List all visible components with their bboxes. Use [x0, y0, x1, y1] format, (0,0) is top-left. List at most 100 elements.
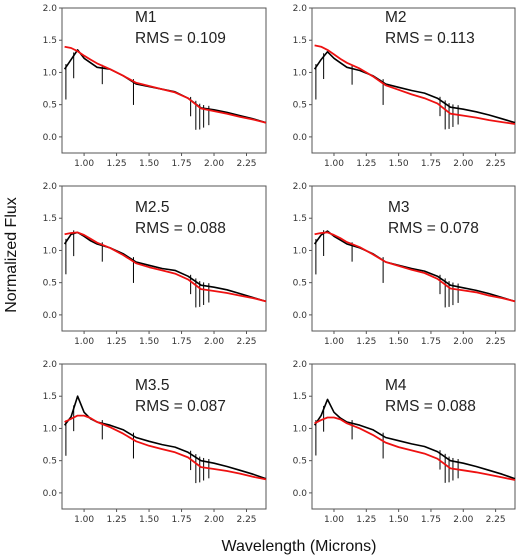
x-tick-label: 2.25 [486, 159, 506, 169]
y-tick-label: 0.0 [293, 133, 308, 143]
x-tick-label: 1.25 [356, 337, 376, 347]
spectral-type-label: M3 [388, 199, 410, 216]
x-tick-label: 2.00 [204, 515, 224, 525]
x-tick-label: 1.75 [172, 337, 192, 347]
x-tick-label: 1.00 [324, 337, 344, 347]
x-axis-label: Wavelength (Microns) [221, 538, 376, 555]
x-tick-label: 1.50 [389, 159, 409, 169]
y-tick-label: 1.0 [293, 246, 308, 256]
y-tick-label: 2.0 [43, 182, 58, 192]
rms-label: RMS = 0.109 [135, 30, 226, 47]
axes-frame [311, 185, 516, 332]
y-tick-label: 0.0 [43, 489, 58, 499]
model-spectrum-line [314, 44, 516, 125]
x-tick-label: 1.00 [324, 159, 344, 169]
y-tick-label: 1.0 [43, 424, 58, 434]
x-tick-label: 1.00 [74, 515, 94, 525]
x-tick-label: 2.25 [486, 515, 506, 525]
spectral-type-label: M2.5 [135, 199, 169, 216]
y-tick-label: 0.5 [293, 101, 307, 111]
x-tick-label: 1.25 [356, 159, 376, 169]
model-spectrum-line [64, 414, 267, 481]
y-tick-label: 2.0 [293, 4, 308, 14]
panel-m2: 0.0 0.5 1.0 1.5 2.0 1.00 1.25 1.50 1.75 2.00 2.25 M… [293, 4, 516, 169]
model-spectrum-line [64, 45, 267, 124]
axes-frame [61, 363, 267, 510]
y-tick-label: 0.5 [43, 101, 57, 111]
y-tick-label: 0.5 [43, 279, 57, 289]
x-tick-label: 2.00 [204, 159, 224, 169]
spectral-type-label: M4 [385, 377, 407, 394]
x-tick-label: 1.50 [139, 515, 159, 525]
x-tick-label: 2.25 [236, 515, 256, 525]
y-tick-label: 1.5 [43, 214, 57, 224]
y-tick-label: 1.0 [43, 246, 58, 256]
x-tick-label: 1.75 [421, 337, 441, 347]
x-tick-label: 1.75 [172, 159, 192, 169]
x-tick-label: 2.25 [236, 159, 256, 169]
y-axis-label: Normalized Flux [3, 197, 20, 313]
spectral-type-label: M1 [135, 9, 157, 26]
spectral-type-label: M2 [385, 9, 407, 26]
y-tick-label: 0.5 [293, 279, 307, 289]
y-tick-label: 0.0 [43, 133, 58, 143]
axes-frame [311, 7, 516, 154]
y-tick-label: 2.0 [43, 4, 58, 14]
x-tick-label: 1.00 [324, 515, 344, 525]
y-tick-label: 1.5 [293, 36, 307, 46]
y-tick-label: 0.0 [293, 311, 308, 321]
y-tick-label: 0.0 [43, 311, 58, 321]
observed-spectrum-line [63, 395, 267, 480]
x-tick-label: 1.50 [389, 337, 409, 347]
y-tick-label: 0.5 [43, 457, 57, 467]
x-tick-label: 2.00 [453, 159, 473, 169]
x-tick-label: 1.00 [74, 159, 94, 169]
x-tick-label: 2.25 [236, 337, 256, 347]
model-spectrum-line [64, 231, 267, 303]
axes-frame [61, 185, 267, 332]
panel-m3-5: 0.0 0.5 1.0 1.5 2.0 1.00 1.25 1.50 1.75 2.00 2.25 M… [43, 360, 267, 525]
observed-spectrum-line [63, 231, 267, 303]
y-tick-label: 2.0 [293, 360, 308, 370]
model-spectrum-line [314, 416, 516, 481]
panel-m3: 0.0 0.5 1.0 1.5 2.0 1.00 1.25 1.50 1.75 2.00 2.25 M… [293, 182, 516, 347]
y-tick-label: 1.5 [293, 214, 307, 224]
y-tick-label: 0.0 [293, 489, 308, 499]
x-tick-label: 1.50 [139, 337, 159, 347]
y-tick-label: 1.0 [293, 68, 308, 78]
rms-label: RMS = 0.113 [385, 30, 475, 47]
x-tick-label: 1.00 [74, 337, 94, 347]
rms-label: RMS = 0.078 [388, 220, 479, 237]
x-tick-label: 1.25 [356, 515, 376, 525]
panel-m2-5: 0.0 0.5 1.0 1.5 2.0 1.00 1.25 1.50 1.75 2.00 2.25 M… [43, 182, 267, 347]
panel-grid: 0.0 0.5 1.0 1.5 2.0 1.00 1.25 1.50 1.75 2.00 2.25 M… [43, 4, 516, 525]
x-tick-label: 1.25 [107, 159, 127, 169]
x-tick-label: 1.75 [421, 515, 441, 525]
y-tick-label: 2.0 [293, 182, 308, 192]
y-tick-label: 0.5 [293, 457, 307, 467]
x-tick-label: 2.00 [204, 337, 224, 347]
axes-frame [61, 7, 267, 154]
panel-m1: 0.0 0.5 1.0 1.5 2.0 1.00 1.25 1.50 1.75 2.00 2.25 M… [43, 4, 267, 169]
x-tick-label: 1.75 [172, 515, 192, 525]
x-tick-label: 1.75 [421, 159, 441, 169]
y-tick-label: 1.0 [43, 68, 58, 78]
x-tick-label: 2.25 [486, 337, 506, 347]
y-tick-label: 1.5 [293, 392, 307, 402]
axes-frame [311, 363, 516, 510]
x-tick-label: 1.25 [107, 515, 127, 525]
y-tick-label: 1.5 [43, 36, 57, 46]
x-tick-label: 1.25 [107, 337, 127, 347]
y-tick-label: 1.5 [43, 392, 57, 402]
rms-label: RMS = 0.088 [385, 398, 476, 415]
x-tick-label: 1.50 [139, 159, 159, 169]
x-tick-label: 2.00 [453, 515, 473, 525]
rms-label: RMS = 0.088 [135, 220, 226, 237]
observed-spectrum-line [313, 50, 516, 124]
panel-m4: 0.0 0.5 1.0 1.5 2.0 1.00 1.25 1.50 1.75 2.00 2.25 M… [293, 360, 516, 525]
y-tick-label: 1.0 [293, 424, 308, 434]
observed-spectrum-line [313, 398, 516, 480]
x-tick-label: 2.00 [453, 337, 473, 347]
y-tick-label: 2.0 [43, 360, 58, 370]
